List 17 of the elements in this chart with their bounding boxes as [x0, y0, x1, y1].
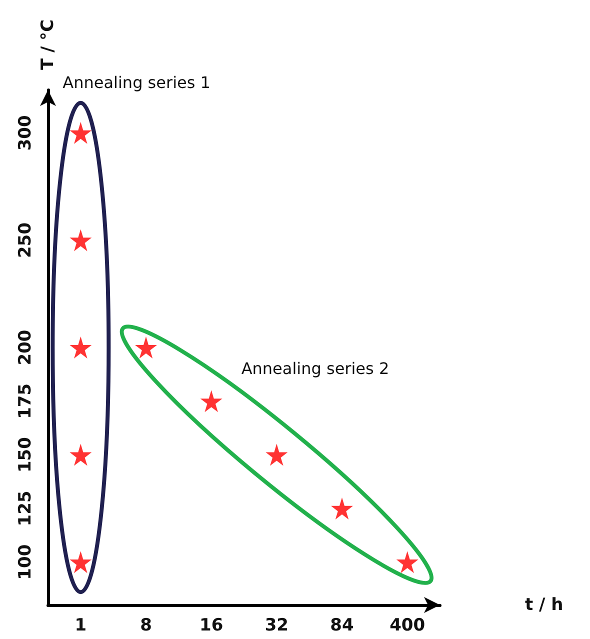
y-tick-label: 100	[16, 544, 36, 580]
y-tick-label: 250	[16, 222, 36, 258]
series-label: Annealing series 2	[241, 359, 390, 378]
x-tick-label: 16	[199, 616, 224, 636]
x-tick-label: 400	[390, 616, 426, 636]
y-tick-label: 300	[16, 115, 36, 151]
x-tick-label: 32	[264, 616, 289, 636]
y-axis-title: T / °C	[38, 19, 58, 70]
y-tick-label: 150	[16, 436, 36, 473]
y-tick-label: 175	[16, 383, 36, 419]
y-tick-label: 125	[16, 490, 36, 526]
x-tick-label: 1	[74, 616, 87, 636]
y-tick-label: 200	[16, 330, 36, 366]
x-tick-label: 84	[330, 616, 354, 636]
text: Annealing series 1	[62, 72, 210, 92]
x-axis-title: t / h	[525, 595, 564, 615]
x-tick-label: 8	[140, 616, 152, 636]
